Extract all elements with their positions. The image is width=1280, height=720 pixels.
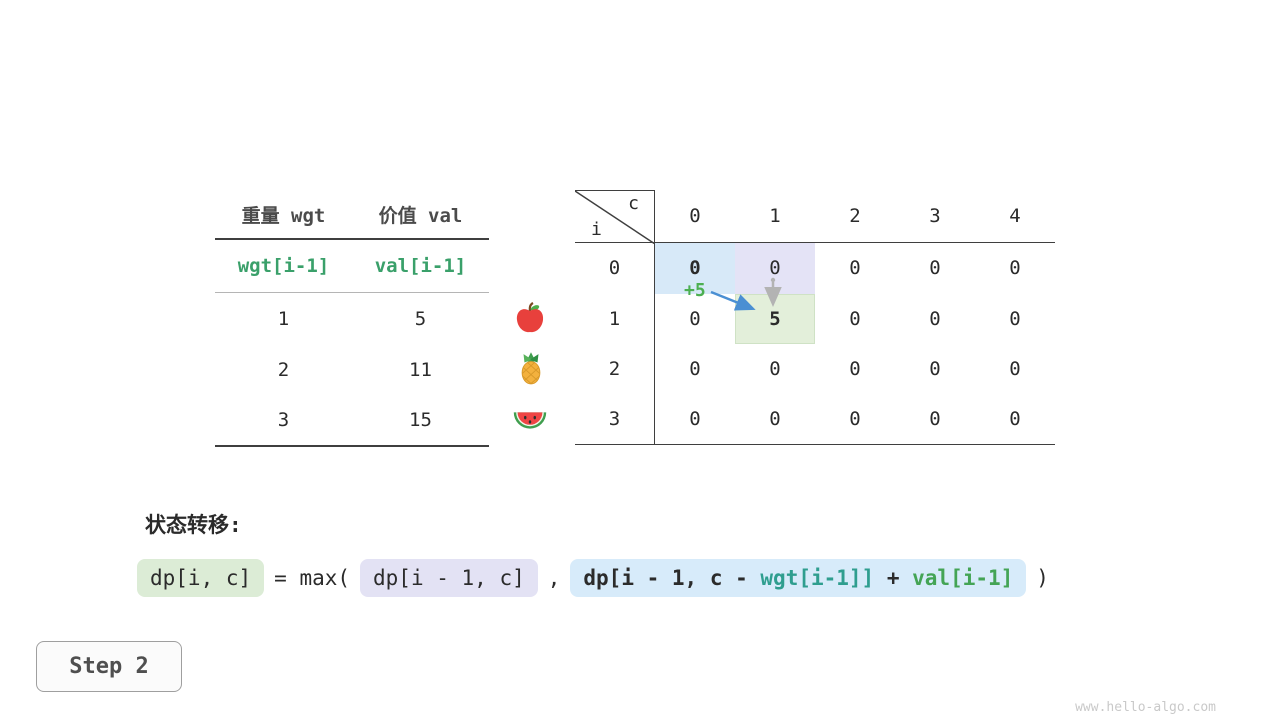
transition-title: 状态转移:	[145, 513, 242, 537]
dp-cell-current: 5	[735, 293, 815, 344]
item-weight: 2	[277, 358, 290, 381]
watermark: www.hello-algo.com	[1075, 700, 1216, 715]
item-value: 5	[414, 307, 427, 330]
col-header-value: 价值 val	[352, 190, 489, 240]
dp-corner: c i	[575, 190, 655, 244]
plus-value-annotation: +5	[684, 280, 706, 301]
dp-cell: 0	[929, 358, 941, 381]
dp-cell: 0	[689, 307, 701, 330]
item-value: 15	[409, 409, 432, 431]
corner-label-c: c	[628, 193, 639, 214]
formula-lhs: dp[i, c]	[137, 559, 265, 597]
item-weight: 1	[277, 307, 290, 330]
col-header: 4	[975, 190, 1055, 243]
dp-cell: 0	[655, 395, 735, 445]
col-header: 0	[655, 190, 735, 243]
row-header: 3	[575, 394, 655, 445]
dp-cell: 0	[769, 358, 781, 381]
formula-comma: ,	[547, 566, 561, 590]
watermelon-icon	[513, 410, 548, 431]
dp-cell: 0	[929, 307, 941, 330]
dp-cell: 0	[815, 395, 895, 445]
dp-cell: 0	[1009, 307, 1021, 330]
col-header: 2	[815, 190, 895, 243]
col-header-weight: 重量 wgt	[215, 190, 352, 240]
row-header: 2	[575, 344, 655, 395]
var-val: val[i-1]	[352, 240, 489, 293]
dp-cell: 0	[1009, 358, 1021, 381]
diagonal-line	[575, 191, 655, 244]
formula-take-val: val[i-1]	[912, 566, 1014, 590]
apple-icon	[515, 302, 545, 334]
dp-cell: 0	[975, 395, 1055, 445]
step-badge: Step 2	[36, 641, 182, 692]
dp-cell: 0	[849, 307, 861, 330]
dp-cell: 0	[929, 257, 941, 280]
dp-cell: 0	[1009, 257, 1021, 280]
item-value: 11	[409, 358, 432, 381]
transition-formula: dp[i, c] = max( dp[i - 1, c] , dp[i - 1,…	[137, 559, 1049, 597]
dp-cell: 0	[689, 358, 701, 381]
formula-take-prefix: dp[i - 1, c -	[583, 566, 761, 590]
row-header: 1	[575, 293, 655, 344]
formula-take-wgt: wgt[i-1]]	[760, 566, 875, 590]
col-header: 1	[735, 190, 815, 243]
formula-close-paren: )	[1036, 566, 1049, 590]
items-table: 重量 wgt 价值 val wgt[i-1] val[i-1] 1 5 2 11…	[215, 190, 489, 447]
dp-cell: 0	[849, 358, 861, 381]
dp-cell: 0	[735, 243, 815, 294]
formula-option-keep: dp[i - 1, c]	[360, 559, 538, 597]
formula-option-take: dp[i - 1, c - wgt[i-1]] + val[i-1]	[570, 559, 1027, 597]
var-wgt: wgt[i-1]	[215, 240, 352, 293]
pineapple-icon	[517, 352, 545, 386]
dp-cell: 0	[849, 257, 861, 280]
col-header: 3	[895, 190, 975, 243]
formula-equals-max: = max(	[274, 566, 351, 590]
item-weight: 3	[277, 409, 290, 431]
formula-take-plus: +	[874, 566, 913, 590]
dp-cell: 0	[655, 243, 735, 294]
dp-table: c i 0 1 2 3 4 0 0 0 0 0 0 1 0 5 0 0 0 2 …	[575, 190, 1055, 445]
row-header: 0	[575, 243, 655, 294]
dp-cell: 0	[735, 395, 815, 445]
corner-label-i: i	[591, 219, 602, 240]
dp-cell: 0	[895, 395, 975, 445]
